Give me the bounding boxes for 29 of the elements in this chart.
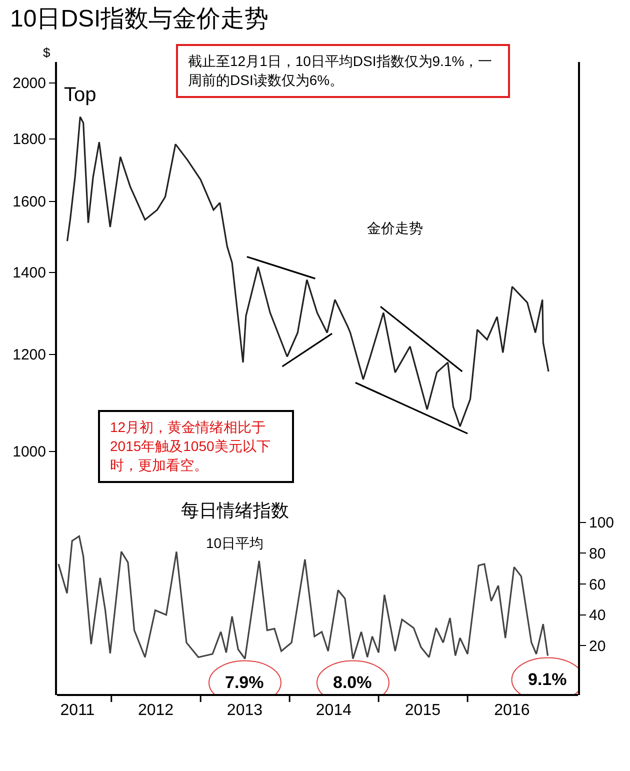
annotation: 7.9% [225,673,264,692]
x-tick-label: 2011 [60,702,95,720]
annotation: 截止至12月1日，10日平均DSI指数仅为9.1%，一周前的DSI读数仅为6%。 [176,44,510,98]
text: 每日情绪指数 [181,500,289,520]
y-axis-title: $ [43,45,51,60]
x-tick-label: 2012 [138,702,174,720]
y-tick-label: 1800 [12,131,46,148]
x-tick-label: 2013 [226,702,263,720]
y-tick-label: 1200 [12,346,46,364]
annotation: 12月初，黄金情绪相比于2015年触及1050美元以下时，更加看空。 [98,410,294,483]
annotation: 9.1% [528,670,567,689]
y-tick-label: 2000 [12,75,46,92]
chart-title: 10日DSI指数与金价走势 [10,5,269,32]
y-tick-label: 1600 [12,194,46,211]
annotation: Top [64,84,96,106]
line-series [58,535,549,660]
annotation: 金价走势 [367,220,423,236]
x-tick-label: 2015 [404,702,441,720]
text: 10日平均 [206,535,264,551]
y-tick-label: 60 [589,576,606,594]
y-tick-label: 40 [589,607,606,624]
x-tick-label: 2016 [494,702,530,720]
y-tick-label: 1400 [12,264,46,282]
y-tick-label: 100 [589,514,614,532]
y-tick-label: 1000 [12,444,46,461]
y-tick-label: 20 [589,638,606,655]
annotation: 8.0% [333,673,372,692]
x-tick-label: 2014 [316,702,352,720]
y-tick-label: 80 [589,545,606,562]
